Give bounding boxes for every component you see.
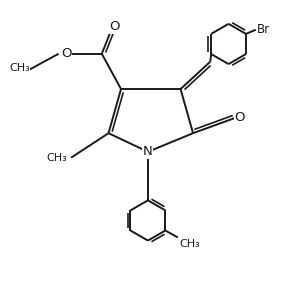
Text: CH₃: CH₃ [179,239,200,249]
Text: O: O [234,111,245,124]
Text: Br: Br [257,23,270,36]
Text: CH₃: CH₃ [9,63,30,73]
Text: O: O [109,20,120,33]
Text: N: N [143,145,153,158]
Text: O: O [61,47,72,60]
Text: CH₃: CH₃ [46,153,67,163]
